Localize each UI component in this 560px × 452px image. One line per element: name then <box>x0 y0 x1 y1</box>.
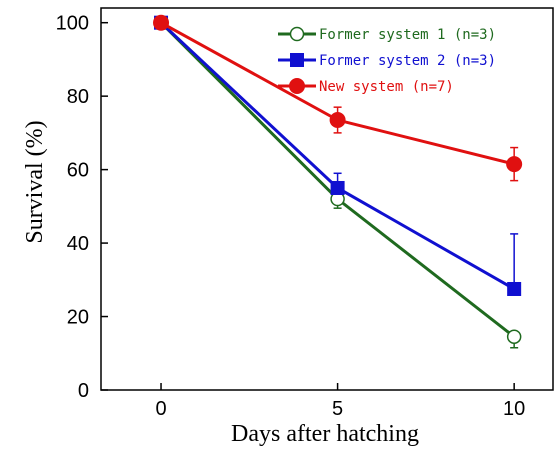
y-tick-label: 40 <box>67 233 89 255</box>
data-point <box>290 53 304 67</box>
x-axis-ticks: 0 5 10 <box>155 383 525 420</box>
y-tick-label: 100 <box>56 13 89 35</box>
legend-item-2: Former system 2 (n=3) <box>278 53 496 69</box>
plot-border <box>100 7 554 391</box>
series-layer <box>153 14 523 349</box>
x-tick-label: 0 <box>155 398 166 420</box>
data-point <box>289 26 305 42</box>
data-point <box>153 14 170 31</box>
data-point <box>329 112 346 129</box>
legend-item-3: New system (n=7) <box>278 78 454 95</box>
series-3 <box>153 14 523 182</box>
plot-frame <box>100 7 554 391</box>
legend-label: Former system 2 (n=3) <box>319 53 496 69</box>
data-point <box>507 281 522 296</box>
data-point <box>506 156 523 173</box>
legend-label: Former system 1 (n=3) <box>319 27 496 43</box>
data-point <box>330 180 345 195</box>
y-tick-label: 0 <box>78 380 89 402</box>
y-axis-ticks: 0 20 40 60 80 100 <box>56 13 108 402</box>
data-point <box>506 329 522 344</box>
y-tick-label: 60 <box>67 160 89 182</box>
y-tick-label: 20 <box>67 307 89 329</box>
legend-label: New system (n=7) <box>319 79 454 95</box>
data-point <box>289 78 305 94</box>
x-tick-label: 10 <box>503 398 525 420</box>
legend: Former system 1 (n=3) Former system 2 (n=… <box>278 26 496 95</box>
y-tick-label: 80 <box>67 86 89 108</box>
legend-item-1: Former system 1 (n=3) <box>278 26 496 43</box>
y-axis-label: Survival (%) <box>22 120 48 243</box>
x-axis-label: Days after hatching <box>231 421 419 447</box>
x-tick-label: 5 <box>332 398 343 420</box>
